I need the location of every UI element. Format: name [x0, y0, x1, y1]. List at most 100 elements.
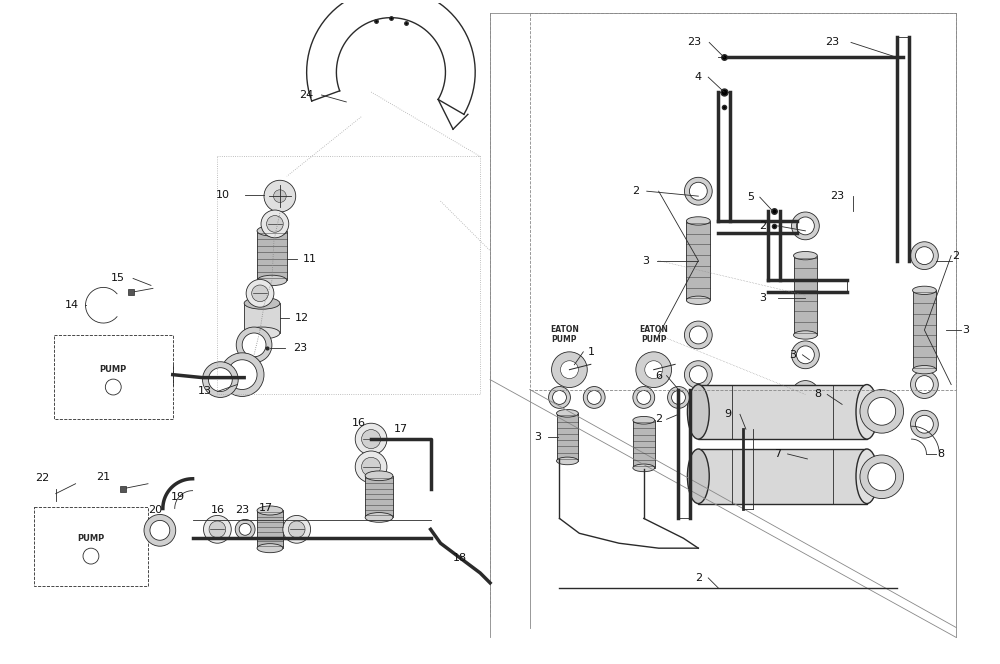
Circle shape	[549, 386, 570, 408]
Circle shape	[684, 177, 712, 205]
Text: 16: 16	[352, 418, 366, 428]
Ellipse shape	[257, 226, 287, 236]
Ellipse shape	[913, 286, 936, 295]
Circle shape	[637, 390, 651, 404]
Text: 3: 3	[534, 432, 541, 442]
Circle shape	[355, 423, 387, 455]
Circle shape	[796, 386, 814, 404]
Ellipse shape	[913, 365, 936, 374]
Ellipse shape	[794, 331, 817, 339]
Text: PUMP: PUMP	[77, 534, 105, 542]
Bar	[34, 507, 148, 586]
Circle shape	[355, 451, 387, 483]
Circle shape	[204, 515, 231, 543]
Text: 14: 14	[65, 300, 79, 310]
Ellipse shape	[686, 296, 710, 304]
Text: PUMP: PUMP	[552, 335, 577, 344]
Ellipse shape	[365, 513, 393, 523]
Text: EATON: EATON	[550, 325, 579, 334]
Circle shape	[860, 390, 904, 433]
Circle shape	[246, 280, 274, 307]
Circle shape	[83, 548, 99, 564]
Text: 2: 2	[695, 573, 702, 583]
Text: 17: 17	[259, 503, 273, 513]
Circle shape	[560, 361, 578, 378]
Bar	[698, 449, 867, 503]
Ellipse shape	[794, 252, 817, 260]
Text: 11: 11	[303, 254, 317, 264]
Circle shape	[236, 327, 272, 363]
Text: 23: 23	[830, 191, 844, 201]
Circle shape	[553, 390, 566, 404]
Circle shape	[689, 366, 707, 384]
Circle shape	[868, 398, 896, 425]
Circle shape	[235, 519, 255, 539]
Circle shape	[911, 242, 938, 270]
Circle shape	[583, 386, 605, 408]
Ellipse shape	[557, 457, 578, 465]
Circle shape	[689, 326, 707, 344]
Text: 4: 4	[695, 72, 702, 82]
Text: 2: 2	[655, 414, 662, 424]
Ellipse shape	[633, 464, 655, 471]
Circle shape	[915, 376, 933, 394]
Circle shape	[267, 216, 283, 232]
Circle shape	[672, 390, 685, 404]
Ellipse shape	[687, 449, 709, 503]
Text: 17: 17	[394, 424, 408, 434]
Circle shape	[636, 352, 672, 388]
Text: 16: 16	[210, 505, 224, 515]
Bar	[794, 256, 817, 335]
Circle shape	[264, 181, 296, 212]
Circle shape	[911, 410, 938, 438]
Circle shape	[868, 463, 896, 491]
Bar	[244, 303, 280, 333]
Text: EATON: EATON	[639, 325, 668, 334]
Text: PUMP: PUMP	[641, 335, 666, 344]
Text: 23: 23	[293, 343, 307, 353]
Circle shape	[796, 217, 814, 235]
Circle shape	[915, 415, 933, 433]
Text: 20: 20	[148, 505, 162, 515]
Ellipse shape	[686, 216, 710, 225]
Bar	[633, 420, 655, 468]
Circle shape	[203, 362, 238, 398]
Text: 6: 6	[655, 371, 662, 380]
Text: 7: 7	[774, 449, 781, 459]
Text: 19: 19	[171, 491, 185, 501]
Text: 2: 2	[759, 221, 766, 231]
Text: 2: 2	[632, 186, 639, 196]
Circle shape	[792, 212, 819, 240]
Circle shape	[209, 521, 226, 538]
Text: 24: 24	[300, 90, 314, 100]
Text: 3: 3	[642, 256, 649, 266]
Circle shape	[227, 360, 257, 390]
Text: 23: 23	[825, 37, 839, 47]
Text: 3: 3	[759, 293, 766, 303]
Circle shape	[252, 285, 268, 301]
Bar	[686, 221, 710, 300]
Ellipse shape	[257, 544, 283, 552]
Circle shape	[860, 455, 904, 499]
Circle shape	[208, 368, 232, 392]
Text: 5: 5	[747, 192, 754, 202]
Circle shape	[261, 210, 289, 238]
Ellipse shape	[365, 471, 393, 481]
Circle shape	[915, 247, 933, 264]
Circle shape	[283, 515, 311, 543]
Bar	[257, 511, 283, 548]
Ellipse shape	[856, 449, 878, 503]
Circle shape	[239, 523, 251, 535]
Circle shape	[689, 182, 707, 200]
Text: 8: 8	[938, 449, 945, 459]
Ellipse shape	[687, 384, 709, 439]
Bar	[54, 335, 173, 419]
Circle shape	[587, 390, 601, 404]
Text: 12: 12	[295, 313, 309, 323]
Bar	[698, 384, 867, 439]
Circle shape	[792, 341, 819, 369]
Text: 3: 3	[963, 325, 970, 335]
Circle shape	[633, 386, 655, 408]
Circle shape	[362, 457, 381, 476]
Text: 21: 21	[96, 472, 110, 482]
